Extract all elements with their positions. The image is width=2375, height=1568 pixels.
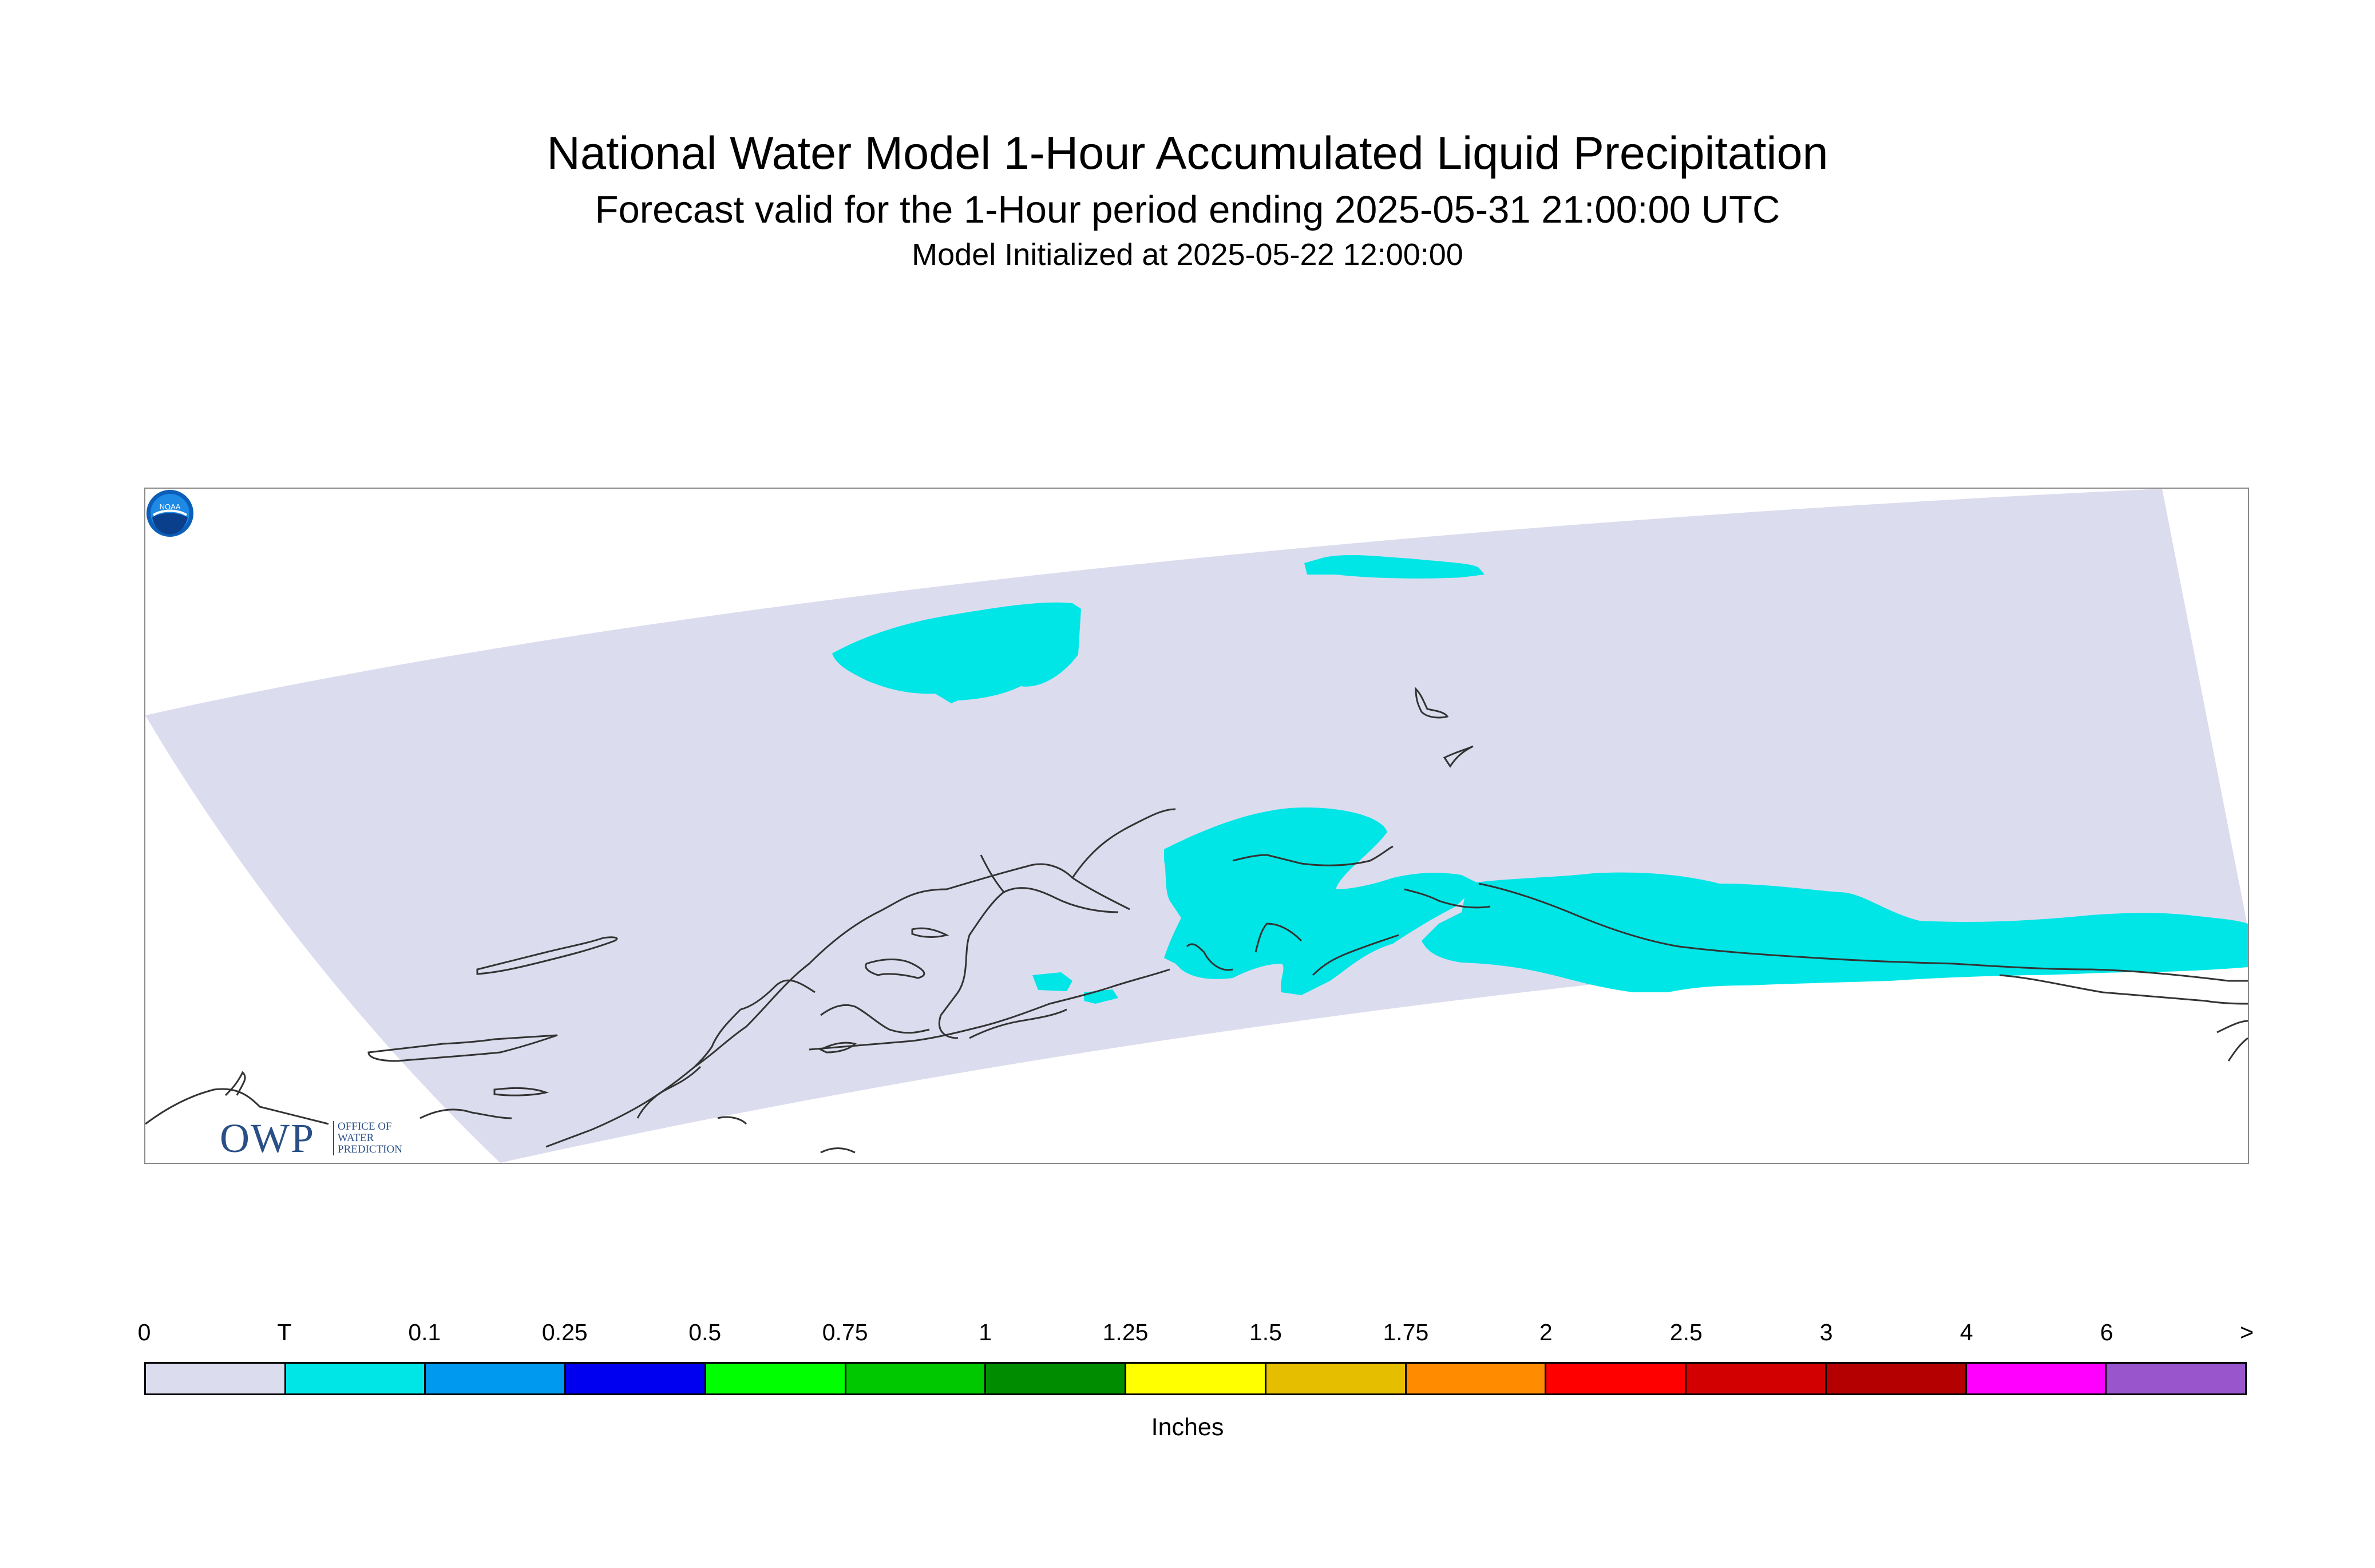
coastlines: [145, 687, 2248, 1154]
coastline-st-matthew: [476, 936, 618, 975]
coastline-alaska-peninsula: [809, 968, 1170, 1051]
model-init-line: Model Initialized at 2025-05-22 12:00:00: [912, 237, 1463, 272]
coastline-bristol-bay-2: [1071, 808, 1176, 878]
colorbar-tick-label: 0.5: [688, 1319, 722, 1345]
coastline-chukotka-2: [224, 1071, 246, 1096]
colorbar-swatch: [1546, 1364, 1687, 1393]
owp-logo-line-1: OFFICE OF: [338, 1120, 392, 1133]
coastline-alaska-sw-coast: [969, 1008, 1067, 1039]
precip-areas: [832, 555, 2248, 1004]
map-title: National Water Model 1-Hour Accumulated …: [547, 128, 1828, 179]
colorbar-swatch: [1966, 1364, 2107, 1393]
coastline-aleutians-1: [818, 1042, 857, 1054]
owp-logo-letters: OWP: [220, 1115, 315, 1161]
coastline-aleutians-3: [820, 1147, 856, 1154]
colorbar-swatch: [426, 1364, 567, 1393]
colorbar-swatch: [1687, 1364, 1827, 1393]
coastline-chukotka: [145, 1088, 329, 1125]
coastline-north-island-1: [1415, 687, 1449, 719]
coastline-norton-island: [911, 927, 949, 938]
noaa-logo-text: NOAA: [160, 502, 181, 511]
colorbar-swatch: [1826, 1364, 1967, 1393]
precip-area-central: [1164, 807, 1479, 995]
coastline-st-lawrence: [367, 1034, 558, 1062]
coastline-east-islands-2: [2227, 1037, 2248, 1062]
coastline-bristol-bay: [820, 1004, 930, 1034]
colorbar-swatch: [1266, 1364, 1407, 1393]
coastline-cook-inlet: [1254, 922, 1303, 953]
colorbar-tick-label: 0: [137, 1319, 151, 1345]
colorbar-tick-label: 0.75: [822, 1319, 868, 1345]
map-canvas: [145, 489, 2248, 1163]
precip-area-north-west: [832, 602, 1081, 703]
coastline-prince-william: [1404, 888, 1491, 909]
coastline-kamchatka: [419, 1108, 512, 1119]
owp-logo-subtext: OFFICE OF WATER PREDICTION: [333, 1121, 402, 1155]
coastline-north-island-2: [1443, 745, 1474, 768]
colorbar-swatch: [146, 1364, 286, 1393]
coastline-southeast: [1999, 974, 2248, 1005]
colorbar-swatch: [286, 1364, 426, 1393]
colorbar-tick-label: 2.5: [1669, 1319, 1703, 1345]
coastline-alaska-interior-2: [694, 1008, 742, 1068]
colorbar-tick-label: 2: [1539, 1319, 1553, 1345]
coastline-norton-sound: [946, 863, 1130, 910]
coastline-interior-river: [938, 887, 1119, 1039]
coastline-nunivak: [493, 1087, 549, 1096]
colorbar-tick-label: 3: [1819, 1319, 1833, 1345]
owp-logo-line-2: WATER: [338, 1132, 374, 1144]
coastline-gulf-of-alaska: [1478, 882, 2248, 982]
owp-logo-line-3: PREDICTION: [338, 1143, 402, 1155]
colorbar-swatch: [566, 1364, 706, 1393]
coastline-pribilof: [865, 959, 925, 979]
colorbar-tick-label: 4: [1960, 1319, 1973, 1345]
noaa-logo: NOAA: [145, 489, 195, 538]
precip-area-north-small: [1304, 555, 1485, 579]
coastline-aleutians-2: [717, 1116, 747, 1125]
coastline-kodiak: [1186, 943, 1233, 971]
colorbar-swatch: [986, 1364, 1127, 1393]
precipitation-map[interactable]: OWP OFFICE OF WATER PREDICTION NOAA: [144, 488, 2249, 1164]
colorbar-tick-label: >: [2240, 1319, 2254, 1345]
coastline-interior-3: [980, 854, 1005, 893]
colorbar-units: Inches: [1151, 1413, 1224, 1441]
colorbar-tick-label: 1.5: [1249, 1319, 1282, 1345]
colorbar-swatch: [1126, 1364, 1266, 1393]
colorbar-swatch: [846, 1364, 987, 1393]
colorbar: [144, 1362, 2247, 1395]
colorbar-tick-label: 0.1: [408, 1319, 441, 1345]
colorbar-tick-label: 1.75: [1383, 1319, 1429, 1345]
precip-area-eastern-band: [1422, 872, 2248, 992]
colorbar-tick-label: 1: [979, 1319, 992, 1345]
colorbar-tick-label: T: [277, 1319, 292, 1345]
coastline-yukon-delta: [636, 1066, 702, 1119]
coastline-east-islands: [2216, 1020, 2248, 1034]
colorbar-swatch: [706, 1364, 846, 1393]
colorbar-tick-label: 6: [2100, 1319, 2113, 1345]
coastline-seward: [740, 979, 816, 1011]
colorbar-tick-label: 0.25: [541, 1319, 588, 1345]
coastline-kenai: [1312, 934, 1399, 976]
precip-area-south-small-1: [1032, 972, 1072, 991]
colorbar-swatch: [1406, 1364, 1547, 1393]
colorbar-tick-labels: 0 T 0.1 0.25 0.5 0.75 1 1.25 1.5 1.75 2 2.5 3 4 6 >: [138, 1319, 2254, 1348]
coastline-south-central: [1232, 845, 1394, 866]
colorbar-tick-label: 1.25: [1102, 1319, 1149, 1345]
model-domain-area: [145, 489, 2248, 1163]
map-subtitle: Forecast valid for the 1-Hour period end…: [595, 188, 1780, 231]
colorbar-swatch: [2107, 1364, 2246, 1393]
